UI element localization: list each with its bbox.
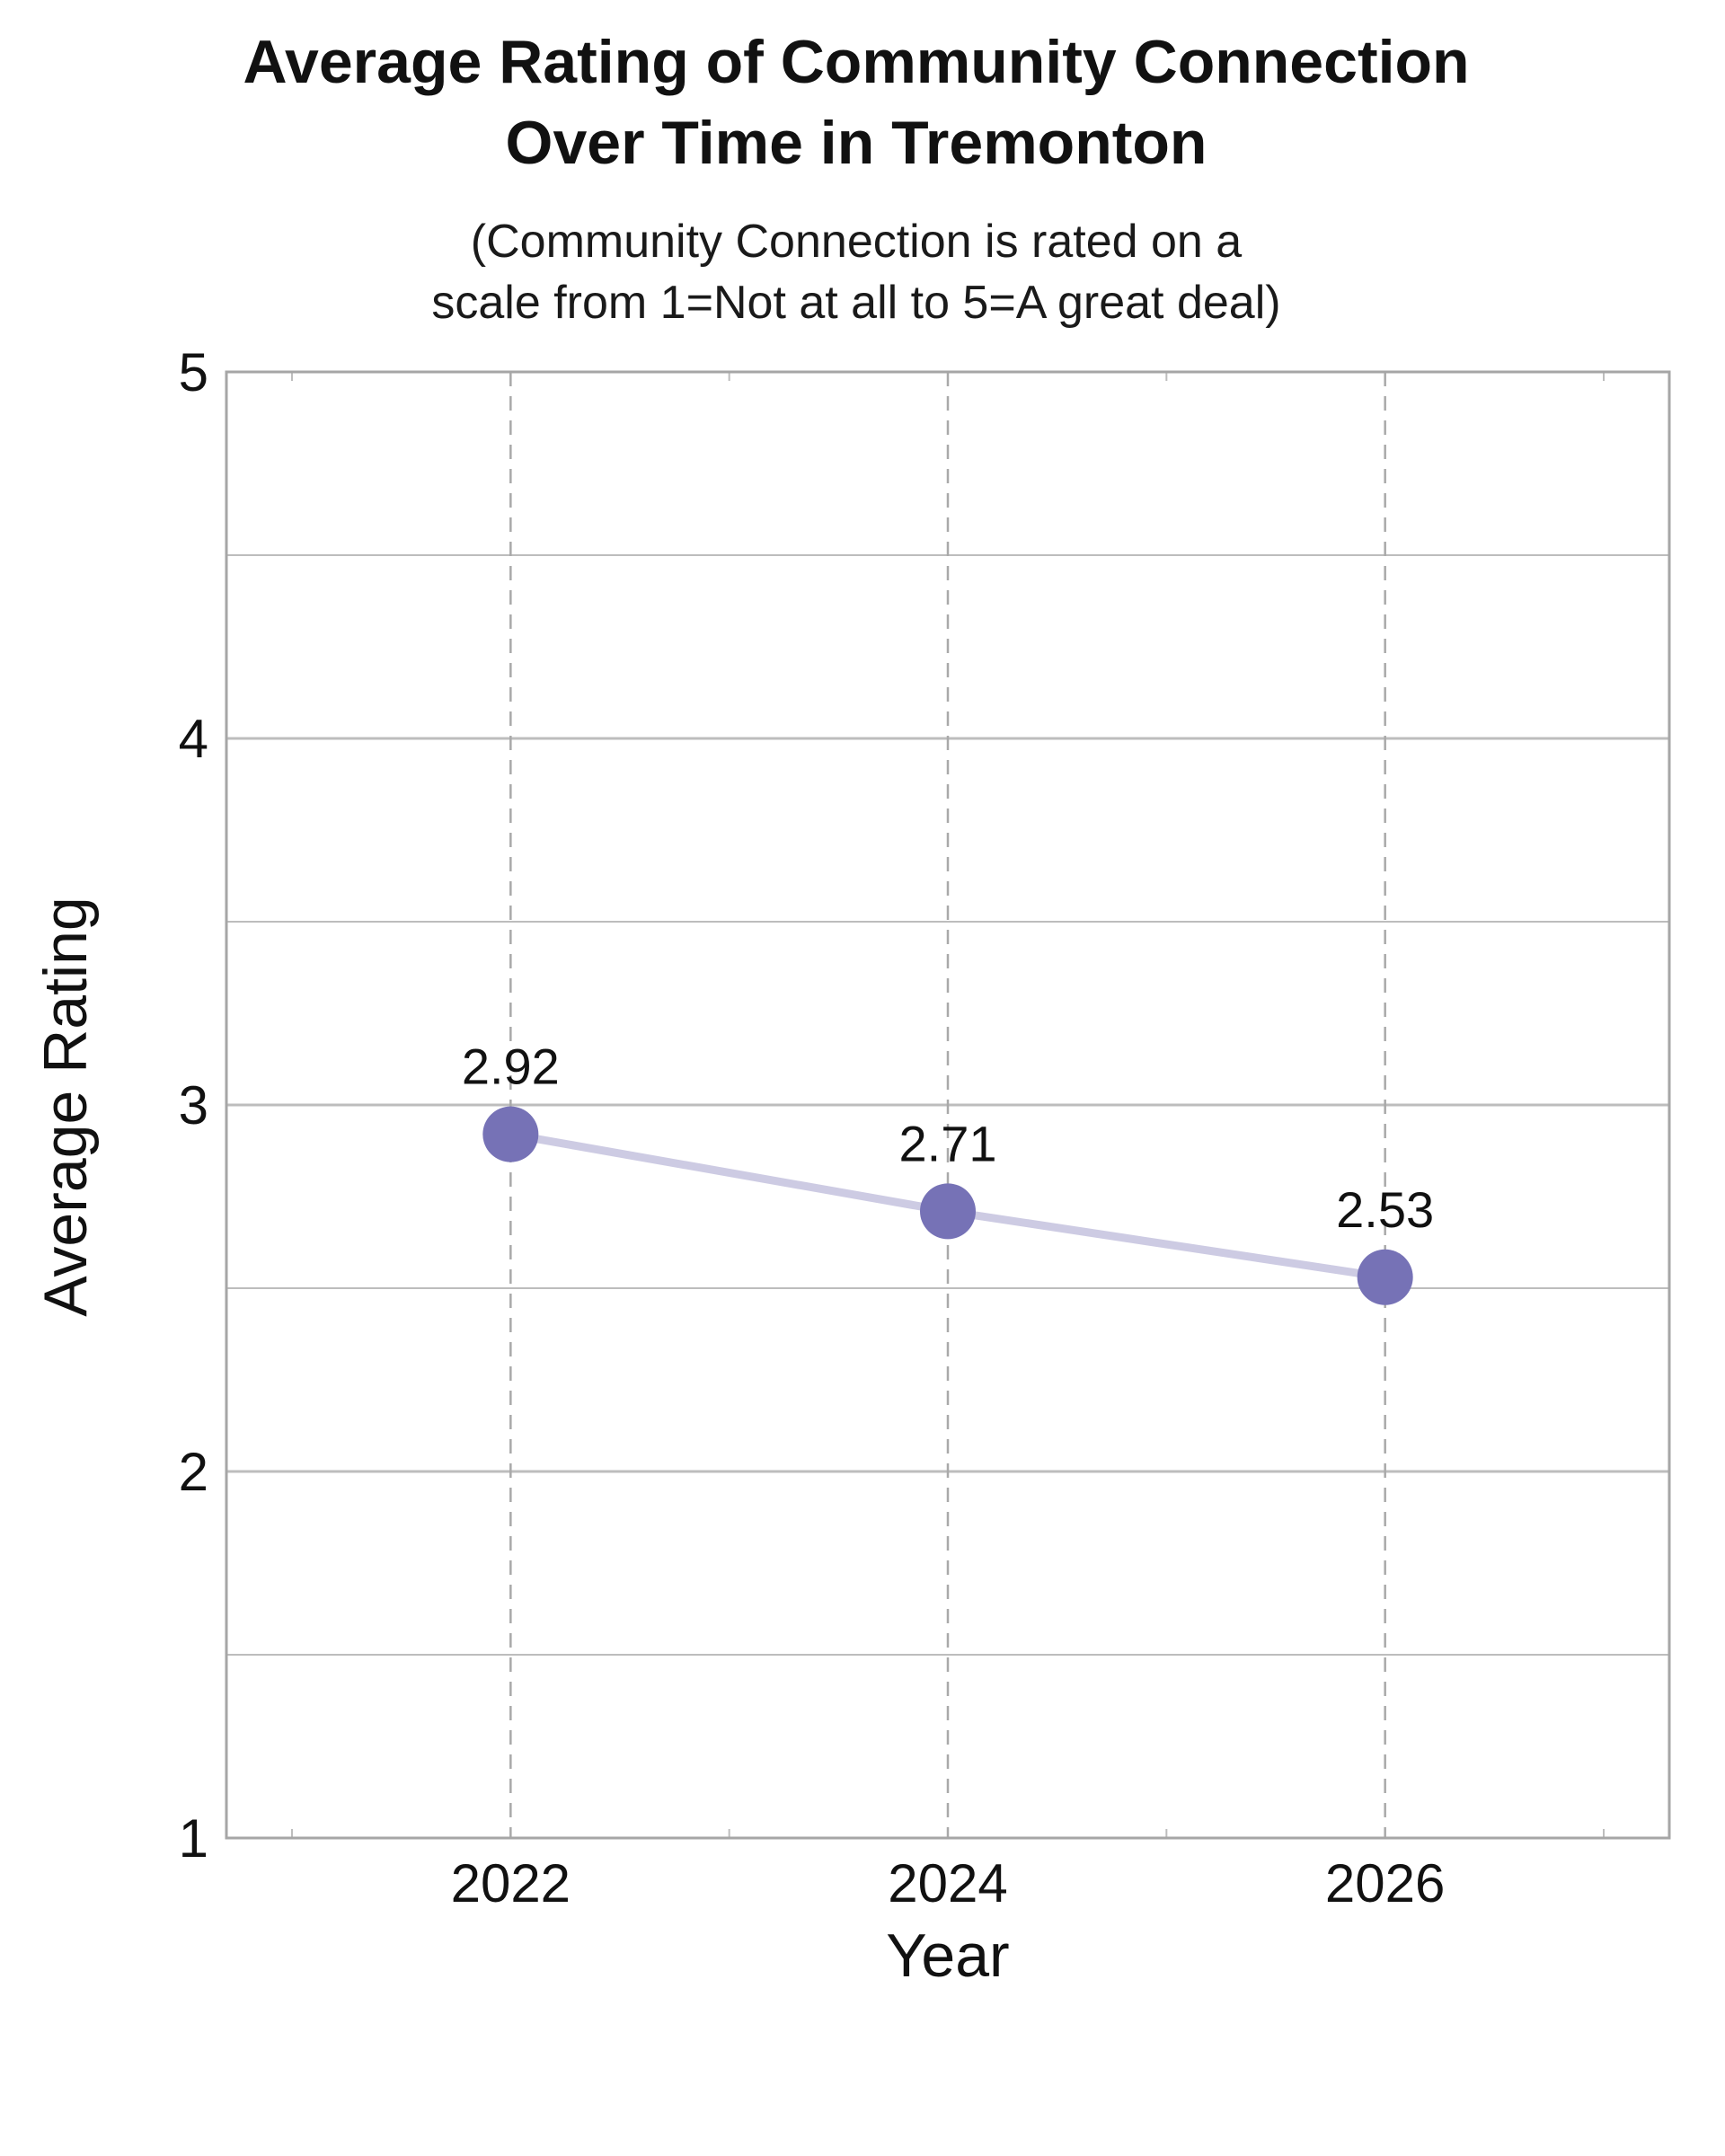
data-label: 2.53 [1336, 1181, 1434, 1238]
y-tick-label: 2 [179, 1442, 208, 1502]
chart-subtitle-line-2: scale from 1=Not at all to 5=A great dea… [431, 277, 1280, 329]
x-tick-label: 2022 [451, 1853, 571, 1913]
data-label: 2.71 [899, 1115, 997, 1171]
data-point [1357, 1249, 1413, 1305]
data-point [482, 1106, 539, 1162]
grid-layer [225, 370, 1671, 1840]
y-tick-label: 4 [179, 709, 208, 769]
data-point [920, 1183, 976, 1240]
y-tick-label: 5 [179, 342, 208, 402]
chart-title-line-1: Average Rating of Community Connection [243, 28, 1469, 96]
plot-frame [225, 370, 1671, 1840]
labels-layer: 1 2 3 4 5 2022 2024 2026 2.92 2.71 2.53 [179, 342, 1446, 1913]
series-layer [482, 1106, 1413, 1305]
chart-subtitle-line-1: (Community Connection is rated on a [471, 216, 1242, 268]
y-tick-label: 3 [179, 1075, 208, 1135]
x-tick-label: 2024 [888, 1853, 1007, 1913]
x-axis-label: Year [886, 1922, 1009, 1990]
data-label: 2.92 [462, 1038, 560, 1095]
y-tick-label: 1 [179, 1808, 208, 1869]
chart-title-line-2: Over Time in Tremonton [506, 109, 1208, 177]
x-tick-label: 2026 [1325, 1853, 1445, 1913]
y-axis-label: Average Rating [31, 897, 100, 1317]
